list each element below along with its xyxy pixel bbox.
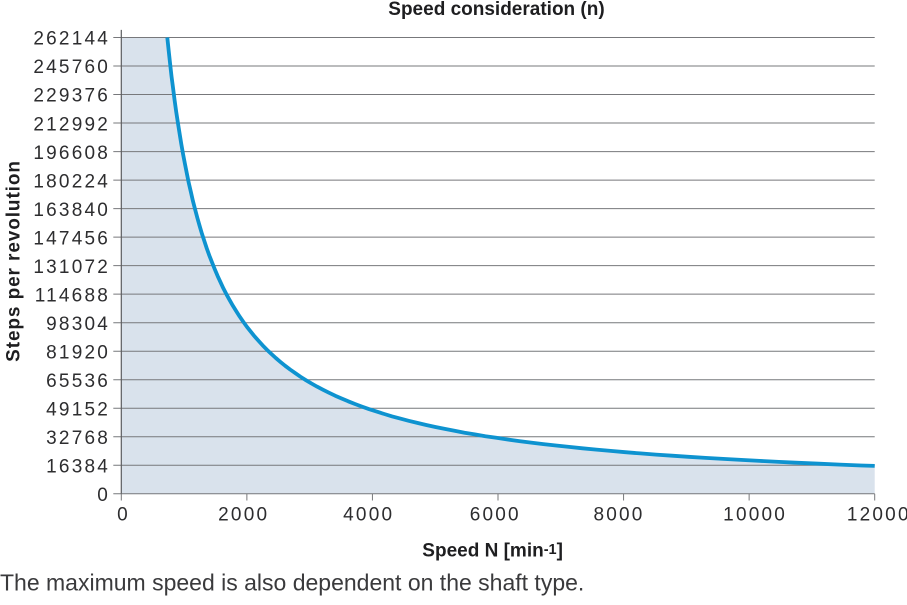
svg-text:Speed consideration (n): Speed consideration (n): [388, 0, 604, 20]
svg-text:0: 0: [97, 485, 110, 506]
svg-text:Steps per revolution: Steps per revolution: [4, 160, 25, 362]
svg-text:8000: 8000: [593, 505, 644, 526]
svg-text:0: 0: [117, 505, 130, 526]
svg-text:114688: 114688: [35, 285, 110, 306]
svg-text:180224: 180224: [33, 171, 110, 192]
svg-text:12000: 12000: [847, 505, 907, 526]
svg-text:4000: 4000: [343, 505, 394, 526]
svg-text:245760: 245760: [33, 57, 110, 78]
svg-text:16384: 16384: [46, 456, 110, 477]
svg-text:Speed N [min-1]: Speed N [min-1]: [422, 541, 563, 562]
svg-text:10000: 10000: [723, 505, 787, 526]
svg-text:65536: 65536: [46, 371, 110, 392]
svg-text:The maximum speed is also depe: The maximum speed is also dependent on t…: [0, 569, 584, 595]
svg-text:131072: 131072: [33, 257, 110, 278]
svg-text:196608: 196608: [33, 143, 110, 164]
svg-text:212992: 212992: [33, 114, 110, 135]
svg-text:147456: 147456: [33, 228, 110, 249]
svg-text:2000: 2000: [218, 505, 269, 526]
svg-text:262144: 262144: [33, 29, 110, 50]
svg-text:98304: 98304: [46, 314, 110, 335]
svg-text:6000: 6000: [470, 505, 521, 526]
svg-text:163840: 163840: [33, 200, 110, 221]
svg-text:81920: 81920: [46, 342, 110, 363]
svg-text:49152: 49152: [46, 399, 110, 420]
svg-text:229376: 229376: [33, 86, 110, 107]
svg-text:32768: 32768: [46, 428, 110, 449]
